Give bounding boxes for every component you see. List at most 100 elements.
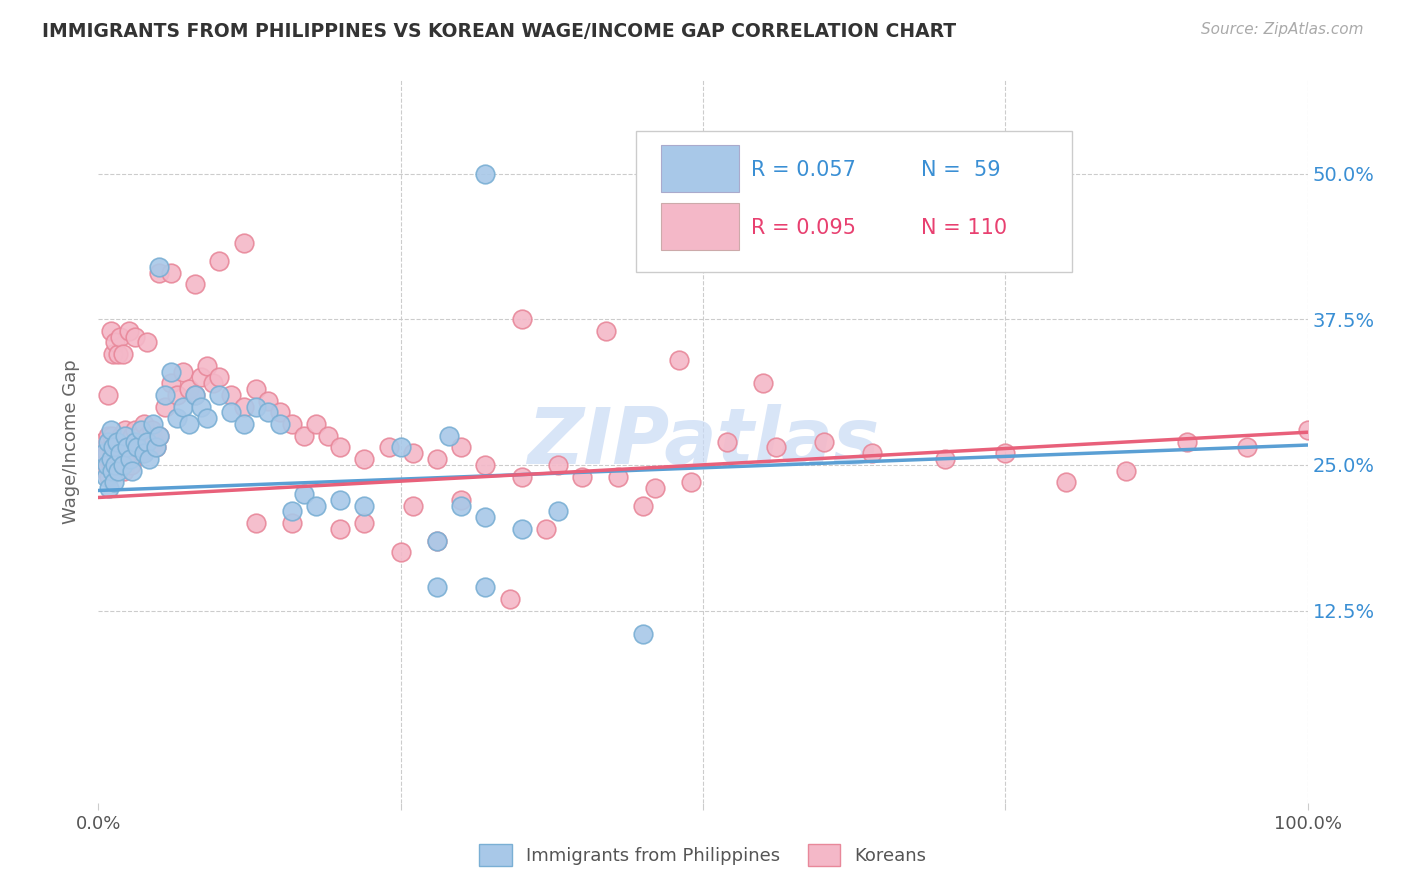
- Point: [104, 458, 127, 472]
- Point: [96, 446, 118, 460]
- Point: [100, 428, 122, 442]
- Point: [631, 499, 654, 513]
- Point: [134, 446, 156, 460]
- Point: [934, 452, 956, 467]
- Point: [98, 481, 121, 495]
- Point: [101, 446, 124, 460]
- Point: [135, 434, 157, 449]
- Point: [474, 458, 496, 472]
- Point: [91, 434, 114, 449]
- Point: [305, 417, 328, 431]
- Point: [389, 441, 412, 455]
- Point: [143, 434, 166, 449]
- Point: [765, 441, 787, 455]
- Point: [195, 411, 218, 425]
- Point: [148, 260, 170, 274]
- Point: [329, 492, 352, 507]
- Legend: Immigrants from Philippines, Koreans: Immigrants from Philippines, Koreans: [472, 837, 934, 873]
- Point: [124, 329, 146, 343]
- Point: [547, 458, 569, 472]
- Point: [426, 452, 449, 467]
- Point: [644, 481, 666, 495]
- Point: [1054, 475, 1077, 490]
- Point: [120, 458, 142, 472]
- Point: [105, 434, 128, 449]
- Point: [269, 417, 291, 431]
- Point: [111, 458, 134, 472]
- Point: [127, 441, 149, 455]
- Point: [108, 329, 131, 343]
- Point: [389, 545, 412, 559]
- Point: [426, 533, 449, 548]
- Point: [195, 359, 218, 373]
- Point: [93, 452, 115, 467]
- Point: [450, 441, 472, 455]
- Text: N = 110: N = 110: [921, 218, 1007, 237]
- Point: [1236, 441, 1258, 455]
- Point: [100, 458, 122, 472]
- Point: [117, 452, 139, 467]
- Point: [160, 266, 183, 280]
- Point: [166, 411, 188, 425]
- Point: [498, 591, 520, 606]
- Point: [1175, 434, 1198, 449]
- Point: [305, 499, 328, 513]
- Point: [437, 428, 460, 442]
- Point: [329, 441, 352, 455]
- Point: [135, 335, 157, 350]
- Point: [292, 428, 315, 442]
- Point: [450, 492, 472, 507]
- Point: [160, 365, 183, 379]
- Point: [108, 452, 131, 467]
- Point: [184, 388, 207, 402]
- Point: [426, 580, 449, 594]
- Point: [148, 428, 170, 442]
- Point: [245, 382, 267, 396]
- Point: [100, 452, 122, 467]
- Text: R = 0.057: R = 0.057: [751, 160, 856, 180]
- Point: [121, 464, 143, 478]
- Point: [101, 347, 124, 361]
- Point: [108, 441, 131, 455]
- Point: [97, 434, 120, 449]
- Point: [450, 499, 472, 513]
- Y-axis label: Wage/Income Gap: Wage/Income Gap: [62, 359, 80, 524]
- Point: [114, 423, 136, 437]
- Point: [100, 423, 122, 437]
- Point: [108, 446, 131, 460]
- Point: [426, 533, 449, 548]
- Point: [97, 428, 120, 442]
- Point: [104, 452, 127, 467]
- Point: [127, 441, 149, 455]
- Point: [208, 370, 231, 384]
- Point: [96, 458, 118, 472]
- Point: [107, 458, 129, 472]
- Point: [172, 365, 194, 379]
- Point: [994, 446, 1017, 460]
- Point: [148, 266, 170, 280]
- Point: [131, 446, 153, 460]
- Point: [377, 441, 399, 455]
- Point: [141, 423, 163, 437]
- Point: [148, 428, 170, 442]
- Point: [160, 376, 183, 391]
- Point: [402, 446, 425, 460]
- Point: [145, 441, 167, 455]
- Point: [129, 423, 152, 437]
- FancyBboxPatch shape: [637, 131, 1071, 272]
- Point: [860, 446, 883, 460]
- Point: [190, 400, 212, 414]
- Point: [510, 312, 533, 326]
- Point: [316, 428, 339, 442]
- Point: [813, 434, 835, 449]
- Point: [232, 417, 254, 431]
- Point: [221, 388, 243, 402]
- Point: [179, 382, 201, 396]
- Point: [138, 441, 160, 455]
- Point: [138, 452, 160, 467]
- Point: [134, 417, 156, 431]
- Point: [111, 347, 134, 361]
- Point: [94, 464, 117, 478]
- Point: [105, 434, 128, 449]
- Point: [752, 376, 775, 391]
